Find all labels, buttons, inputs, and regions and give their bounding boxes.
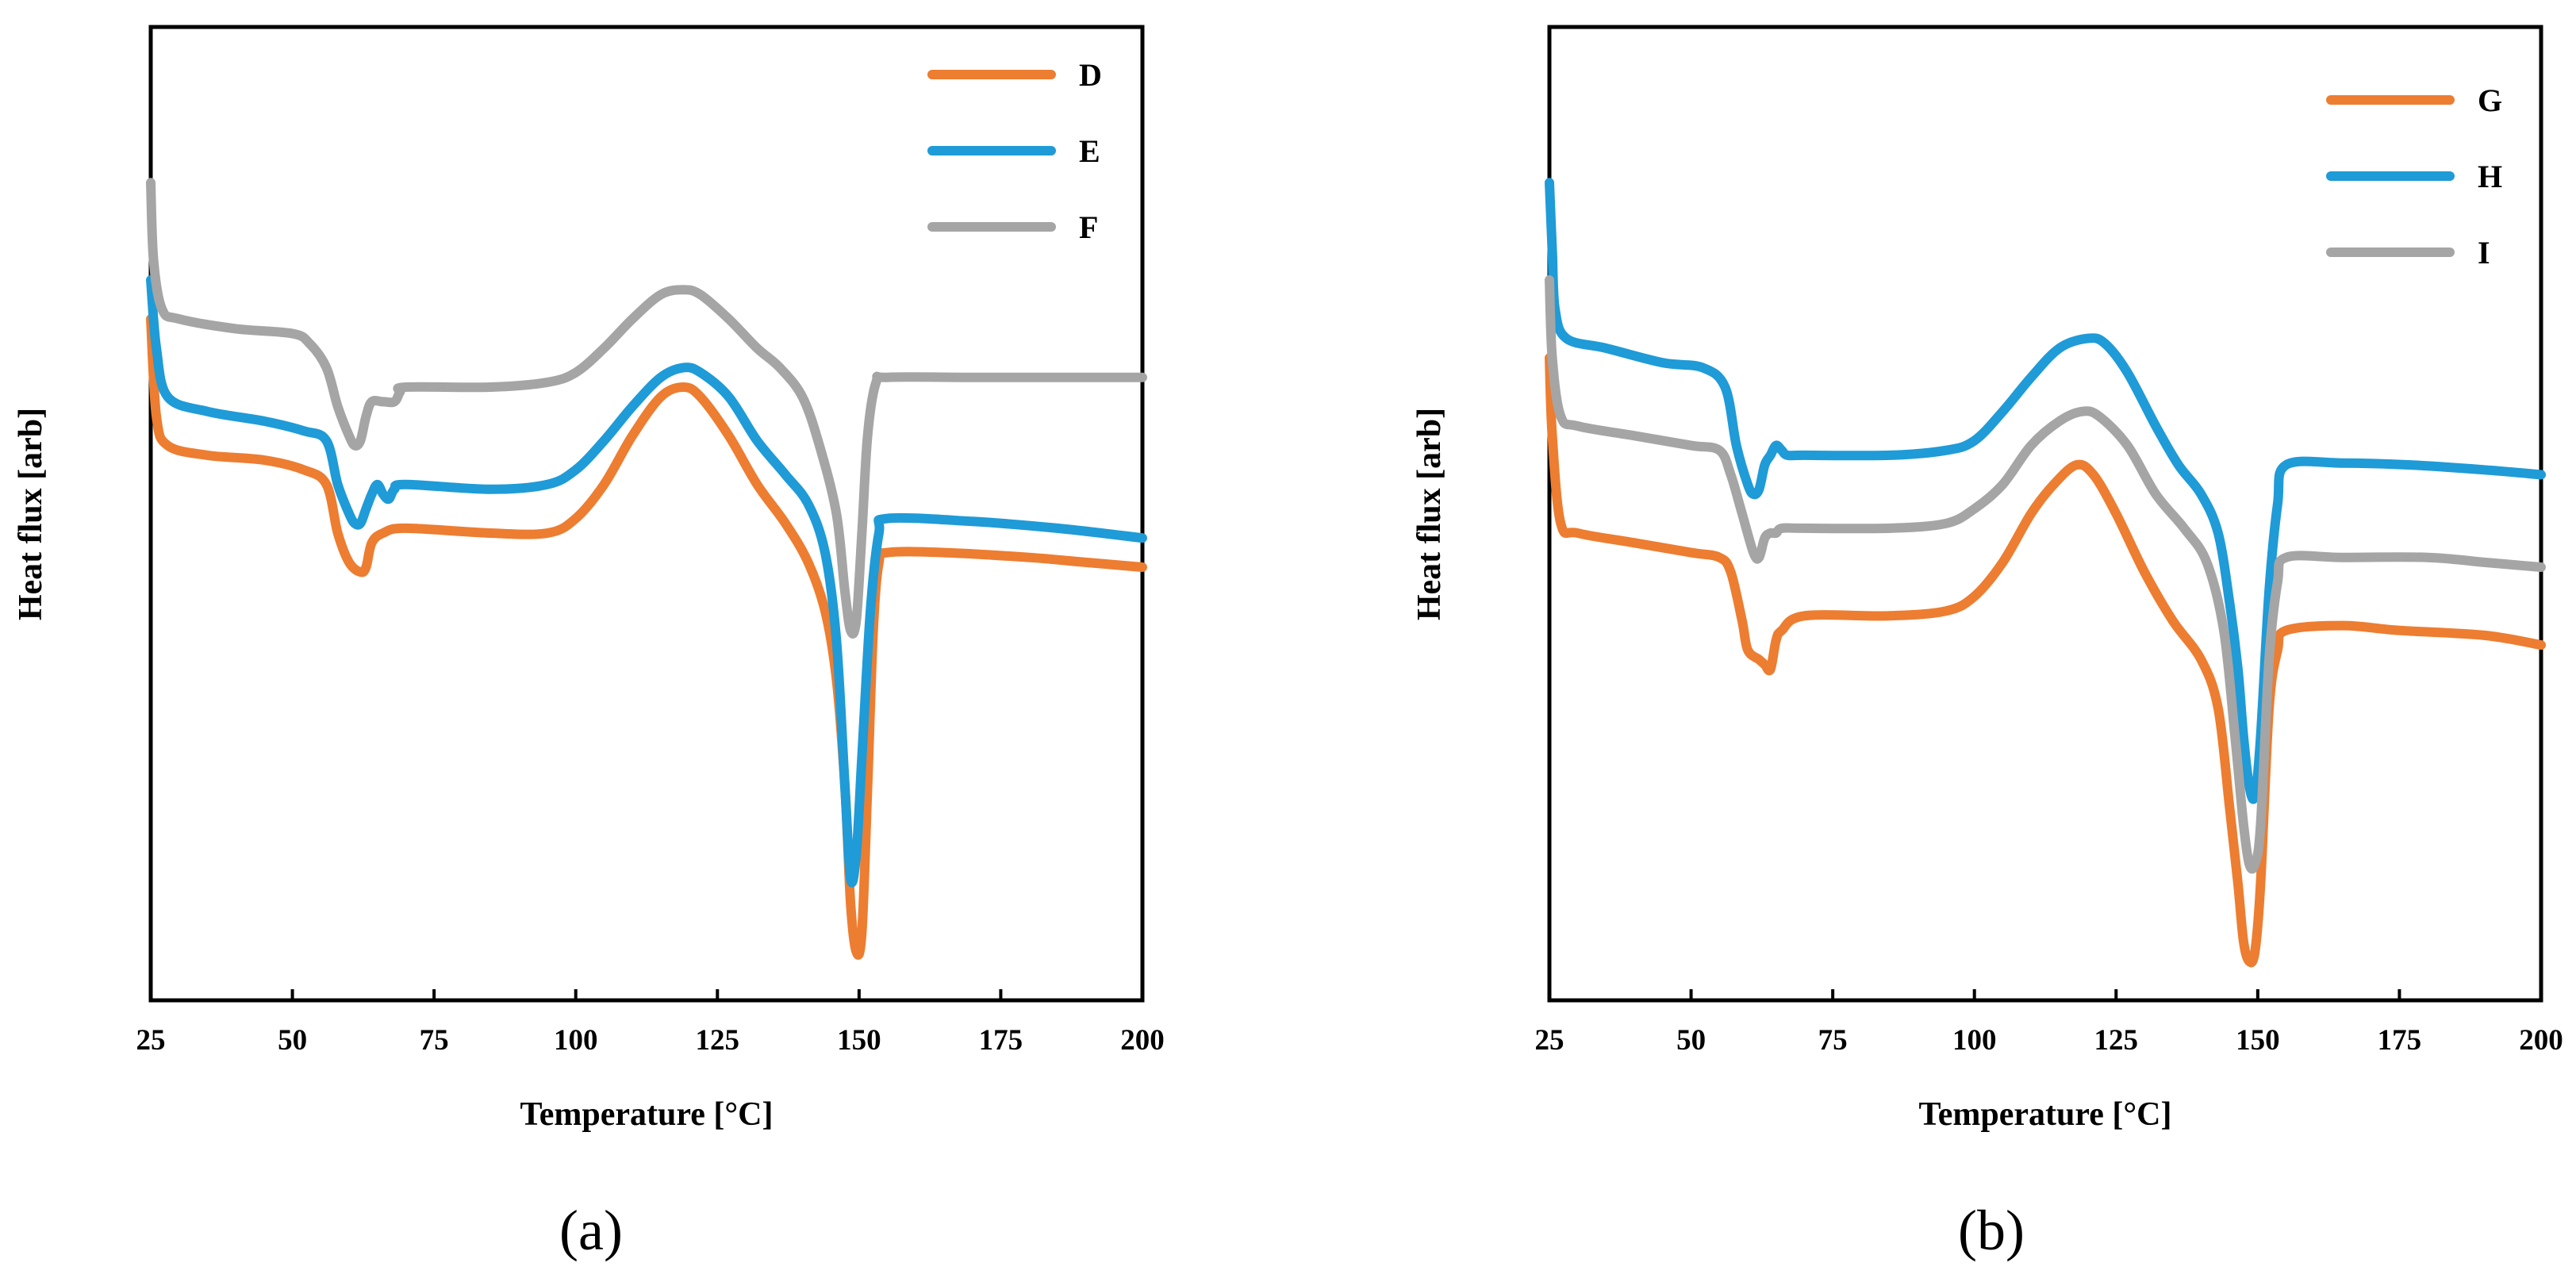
legend-label-g: G <box>2478 83 2502 118</box>
series-line-i <box>1545 275 2546 874</box>
chart-panel-b: 25 50 75 100 125 150 175 200 G H I Heat flux [arb… <box>1411 25 2563 1262</box>
y-axis-label: Heat flux [arb] <box>13 408 49 620</box>
x-axis-label: Temperature [°C] <box>520 1096 774 1133</box>
x-tick-label: 125 <box>2094 1024 2139 1057</box>
x-tick-label: 25 <box>136 1024 166 1057</box>
chart-panel-a: 25 50 75 100 125 150 175 200 D E F Heat flux [arb… <box>13 25 1165 1262</box>
series-line-f <box>146 178 1147 639</box>
x-tick-label: 100 <box>1952 1024 1997 1057</box>
panel-label-a: (a) <box>559 1199 623 1262</box>
x-tick-label: 75 <box>420 1024 449 1057</box>
plot-frame-a <box>148 25 1145 1003</box>
legend-label-i: I <box>2478 235 2490 271</box>
x-tick-label: 25 <box>1535 1024 1564 1057</box>
series-layer-b <box>1545 178 2546 968</box>
y-axis-label: Heat flux [arb] <box>1411 408 1448 620</box>
x-axis-label: Temperature [°C] <box>1919 1096 2172 1133</box>
x-tick-label: 175 <box>979 1024 1023 1057</box>
x-tick-label: 150 <box>2236 1024 2280 1057</box>
legend-a: D E F <box>927 57 1102 245</box>
x-tick-label: 150 <box>837 1024 881 1057</box>
x-axis-a: 25 50 75 100 125 150 175 200 <box>136 989 1165 1057</box>
x-tick-label: 125 <box>696 1024 740 1057</box>
legend-label-f: F <box>1079 209 1098 245</box>
series-layer-a <box>146 178 1147 960</box>
series-line-e <box>146 275 1147 888</box>
legend-label-h: H <box>2478 159 2502 194</box>
x-tick-label: 175 <box>2378 1024 2422 1057</box>
x-tick-label: 100 <box>554 1024 598 1057</box>
panel-label-b: (b) <box>1958 1199 2025 1262</box>
x-tick-label: 50 <box>1676 1024 1706 1057</box>
plot-frame-b <box>1547 25 2543 1003</box>
legend-label-e: E <box>1079 133 1100 169</box>
x-axis-b: 25 50 75 100 125 150 175 200 <box>1535 989 2563 1057</box>
legend-b: G H I <box>2326 83 2502 271</box>
x-tick-label: 75 <box>1818 1024 1848 1057</box>
x-tick-label: 200 <box>1120 1024 1165 1057</box>
legend-label-d: D <box>1079 57 1102 93</box>
x-tick-label: 200 <box>2519 1024 2563 1057</box>
x-tick-label: 50 <box>278 1024 307 1057</box>
